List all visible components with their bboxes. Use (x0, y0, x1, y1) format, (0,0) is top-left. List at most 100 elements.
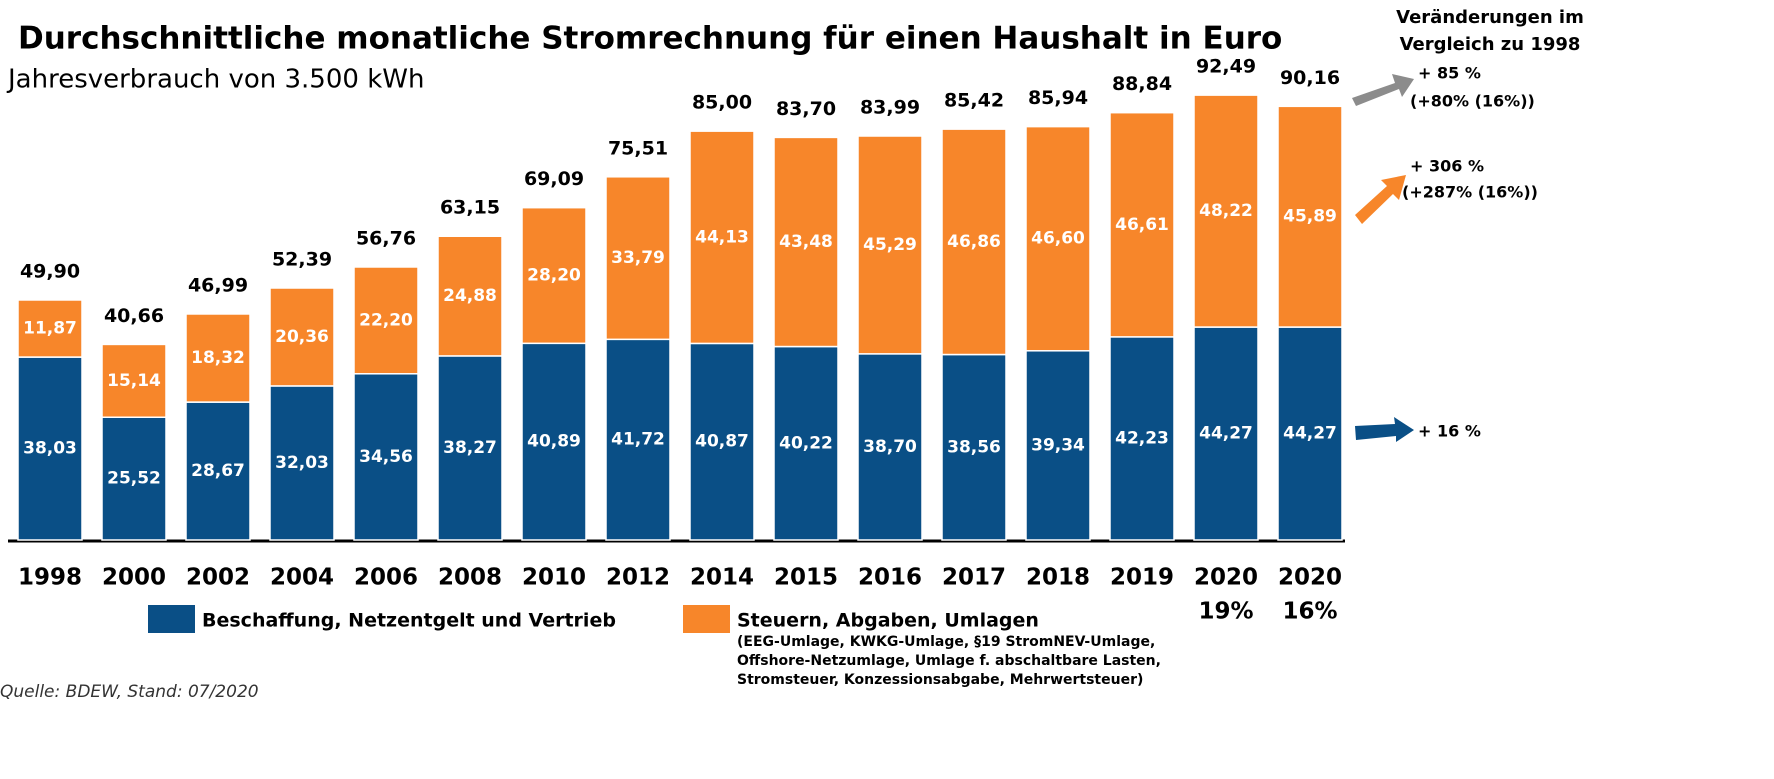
value-label: 32,03 (275, 453, 329, 473)
value-label: 33,79 (611, 248, 665, 268)
bar-segment (353, 373, 419, 541)
legend-swatch (683, 605, 730, 633)
value-label: 40,22 (779, 433, 833, 453)
value-label: 18,32 (191, 348, 245, 368)
total-label: 83,70 (776, 98, 836, 120)
x-tick-label: 2018 (1026, 565, 1090, 591)
change-detail: (+287% (16%)) (1402, 183, 1538, 202)
legend-note: Offshore-Netzumlage, Umlage f. abschaltb… (737, 653, 1161, 669)
bar-segment (689, 342, 755, 541)
bar-segment (1193, 94, 1259, 328)
x-tick-label: 2017 (942, 565, 1006, 591)
total-label: 69,09 (524, 168, 584, 190)
bar-segment (1277, 105, 1343, 328)
annotation-header: Vergleich zu 1998 (1400, 34, 1581, 55)
value-label: 38,56 (947, 437, 1001, 457)
bar-segment (1277, 326, 1343, 541)
bar-segment (437, 355, 503, 541)
x-tick-label: 2004 (270, 565, 334, 591)
value-label: 44,13 (695, 227, 749, 247)
bar-segment (689, 130, 755, 345)
bar-segment (857, 353, 923, 541)
total-label: 90,16 (1280, 67, 1340, 89)
bar-segment (17, 356, 83, 541)
bar-segment (101, 343, 167, 418)
change-detail: (+80% (16%)) (1410, 92, 1535, 111)
value-label: 22,20 (359, 310, 413, 330)
arrow (1352, 74, 1414, 106)
change-label: + 16 % (1418, 422, 1481, 441)
x-tick-label: 2012 (606, 565, 670, 591)
total-label: 88,84 (1112, 73, 1172, 95)
source: Quelle: BDEW, Stand: 07/2020 (0, 682, 259, 702)
bar-segment (1193, 326, 1259, 541)
value-label: 25,52 (107, 469, 161, 489)
total-label: 85,00 (692, 92, 752, 114)
bar-segment (773, 136, 839, 348)
x-tick-label: 2020 (1278, 565, 1342, 591)
value-label: 28,67 (191, 461, 245, 481)
bar-segment (17, 299, 83, 358)
value-label: 48,22 (1199, 201, 1253, 221)
bar-segment (605, 176, 671, 341)
bar-segment (1109, 111, 1175, 338)
bar-segment (521, 342, 587, 541)
total-label: 40,66 (104, 305, 164, 327)
bar-segment (773, 345, 839, 541)
legend-label: Beschaffung, Netzentgelt und Vertrieb (202, 610, 616, 632)
value-label: 43,48 (779, 232, 833, 252)
value-label: 11,87 (23, 319, 77, 339)
legend-swatch (148, 605, 195, 633)
change-label: + 85 % (1418, 64, 1481, 83)
change-label: + 306 % (1410, 157, 1484, 176)
bar-segment (185, 401, 251, 541)
x-tick-label: 2000 (102, 565, 166, 591)
x-tick-label: 2008 (438, 565, 502, 591)
chart-subtitle: Jahresverbrauch von 3.500 kWh (6, 65, 424, 95)
value-label: 28,20 (527, 265, 581, 285)
value-label: 44,27 (1283, 424, 1337, 444)
bar-segment (353, 266, 419, 375)
bar-segment (185, 313, 251, 403)
arrow (1355, 175, 1406, 224)
bar-segment (941, 128, 1007, 356)
value-label: 20,36 (275, 327, 329, 347)
x-tick-label: 2015 (774, 565, 838, 591)
x-tick-label: 2020 (1194, 565, 1258, 591)
value-label: 45,89 (1283, 207, 1337, 227)
value-label: 40,89 (527, 432, 581, 452)
arrow (1355, 417, 1414, 442)
bar-segment (437, 235, 503, 357)
value-label: 34,56 (359, 447, 413, 467)
total-label: 56,76 (356, 227, 416, 249)
x-tick-label: 2006 (354, 565, 418, 591)
bar-segment (605, 338, 671, 541)
bar-segment (1025, 125, 1091, 352)
x-tick-label: 2016 (858, 565, 922, 591)
legend-note: (EEG-Umlage, KWKG-Umlage, §19 StromNEV-U… (737, 634, 1155, 650)
value-label: 46,61 (1115, 215, 1169, 235)
bar-segment (857, 135, 923, 355)
x-tick-sublabel: 19% (1198, 599, 1253, 625)
total-label: 46,99 (188, 274, 248, 296)
bar-segment (269, 287, 335, 387)
total-label: 63,15 (440, 197, 500, 219)
bar-segment (941, 353, 1007, 541)
legend-label: Steuern, Abgaben, Umlagen (737, 610, 1039, 632)
value-label: 44,27 (1199, 424, 1253, 444)
value-label: 46,86 (947, 232, 1001, 252)
x-tick-sublabel: 16% (1282, 599, 1337, 625)
value-label: 24,88 (443, 286, 497, 306)
value-label: 42,23 (1115, 428, 1169, 448)
total-label: 85,42 (944, 90, 1004, 112)
total-label: 75,51 (608, 137, 668, 159)
total-label: 83,99 (860, 97, 920, 119)
total-label: 92,49 (1196, 56, 1256, 78)
bar-segment (1109, 336, 1175, 541)
value-label: 40,87 (695, 432, 749, 452)
value-label: 38,03 (23, 439, 77, 459)
total-label: 85,94 (1028, 87, 1088, 109)
x-tick-label: 2010 (522, 565, 586, 591)
value-label: 38,70 (863, 437, 917, 457)
x-tick-label: 2002 (186, 565, 250, 591)
